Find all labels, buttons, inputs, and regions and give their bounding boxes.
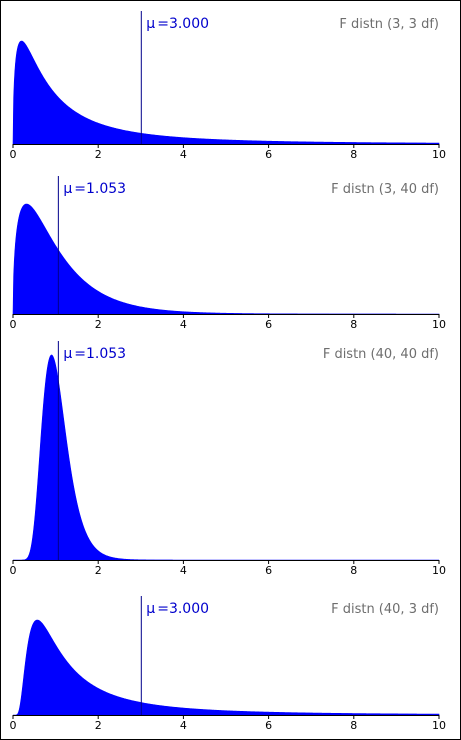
x-tick-label: 2 xyxy=(95,719,102,732)
distribution-label: F distn (3, 40 df) xyxy=(331,182,439,197)
mu-equals: = xyxy=(157,16,169,32)
x-tick-label: 2 xyxy=(95,148,102,161)
density-area xyxy=(13,354,439,561)
x-tick-label: 2 xyxy=(95,318,102,331)
x-tick-label: 4 xyxy=(180,148,187,161)
x-tick-label: 4 xyxy=(180,564,187,577)
distribution-label: F distn (40, 3 df) xyxy=(331,602,439,617)
mean-label: μ =1.053 xyxy=(63,181,126,197)
density-area xyxy=(12,40,440,145)
x-tick-label: 4 xyxy=(180,719,187,732)
mu-equals: = xyxy=(157,601,169,617)
x-tick-label: 10 xyxy=(432,564,446,577)
x-tick-label: 0 xyxy=(10,318,17,331)
x-tick-label: 6 xyxy=(265,318,272,331)
panel-4: 0 2 4 6 8 10 μ =3.000 F distn (40, 3 df) xyxy=(10,596,446,732)
mean-label: μ =1.053 xyxy=(63,346,126,362)
x-tick-label: 0 xyxy=(10,148,17,161)
panel-1: 0 2 4 6 8 10 μ =3.000 F distn (3, 3 df) xyxy=(10,11,446,161)
mean-value: 1.053 xyxy=(86,346,126,362)
mean-value: 3.000 xyxy=(169,16,209,32)
mean-value: 1.053 xyxy=(86,181,126,197)
x-tick-label: 10 xyxy=(432,148,446,161)
x-tick-label: 0 xyxy=(10,564,17,577)
distribution-label: F distn (40, 40 df) xyxy=(323,347,439,362)
x-tick-label: 8 xyxy=(350,564,357,577)
x-tick-label: 6 xyxy=(265,564,272,577)
x-tick-label: 8 xyxy=(350,148,357,161)
mu-equals: = xyxy=(74,346,86,362)
x-tick-label: 10 xyxy=(432,318,446,331)
mu-symbol: μ xyxy=(146,601,155,617)
density-area xyxy=(12,203,440,315)
mean-label: μ =3.000 xyxy=(146,601,209,617)
mu-symbol: μ xyxy=(63,181,72,197)
x-tick-label: 0 xyxy=(10,719,17,732)
density-area xyxy=(13,619,440,716)
x-tick-label: 6 xyxy=(265,148,272,161)
x-tick-label: 6 xyxy=(265,719,272,732)
x-tick-label: 2 xyxy=(95,564,102,577)
distribution-label: F distn (3, 3 df) xyxy=(339,17,439,32)
mu-equals: = xyxy=(74,181,86,197)
panel-2: 0 2 4 6 8 10 μ =1.053 F distn (3, 40 df) xyxy=(10,176,446,331)
x-tick-label: 8 xyxy=(350,719,357,732)
x-tick-label: 4 xyxy=(180,318,187,331)
mu-symbol: μ xyxy=(63,346,72,362)
panel-3: 0 2 4 6 8 10 μ =1.053 F distn (40, 40 df) xyxy=(10,341,446,577)
mean-label: μ =3.000 xyxy=(146,16,209,32)
x-tick-label: 10 xyxy=(432,719,446,732)
mean-value: 3.000 xyxy=(169,601,209,617)
mu-symbol: μ xyxy=(146,16,155,32)
x-tick-label: 8 xyxy=(350,318,357,331)
